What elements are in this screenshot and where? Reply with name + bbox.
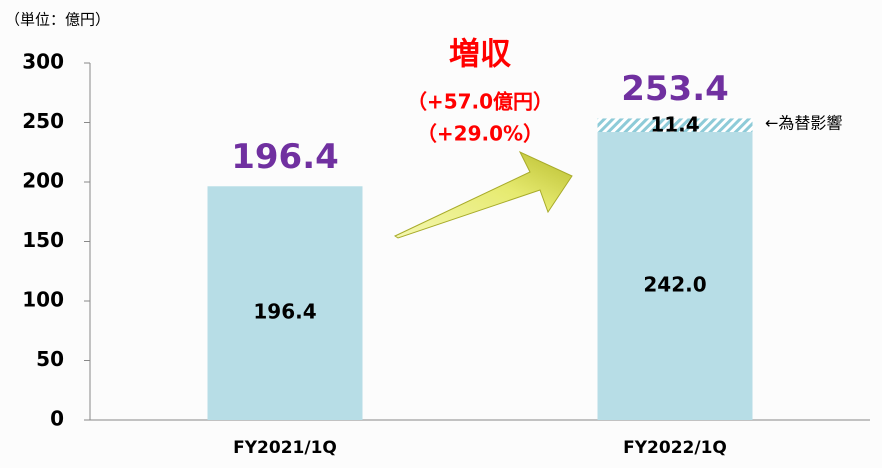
y-tick-label: 50 bbox=[36, 347, 64, 371]
value-label: 11.4 bbox=[650, 113, 699, 137]
y-tick-label: 0 bbox=[50, 407, 64, 431]
bar-segment bbox=[597, 132, 753, 420]
x-tick-label: FY2022/1Q bbox=[623, 438, 727, 458]
value-label: 242.0 bbox=[643, 273, 706, 297]
plot-area: 0 50 100 150 200 250 300 196.4 196.4 FY2021/1Q 242… bbox=[22, 50, 870, 458]
unit-label: （単位：億円） bbox=[5, 11, 110, 29]
value-label: 196.4 bbox=[253, 300, 316, 324]
bar-segment bbox=[597, 118, 753, 133]
y-tick-label: 300 bbox=[22, 50, 64, 74]
total-label: 196.4 bbox=[231, 137, 339, 177]
x-tick-label: FY2021/1Q bbox=[233, 438, 337, 458]
y-tick-label: 100 bbox=[22, 288, 64, 312]
change-percent: （+29.0%） bbox=[417, 122, 543, 146]
headline: 増収 bbox=[449, 37, 511, 73]
bar-segment bbox=[207, 186, 363, 420]
total-label: 253.4 bbox=[621, 69, 729, 109]
fx-note: ←為替影響 bbox=[765, 114, 842, 133]
y-tick-label: 200 bbox=[22, 169, 64, 193]
y-tick-label: 250 bbox=[22, 109, 64, 133]
y-tick-label: 150 bbox=[22, 228, 64, 252]
change-amount: （+57.0億円） bbox=[407, 90, 553, 114]
growth-arrow bbox=[393, 150, 573, 239]
